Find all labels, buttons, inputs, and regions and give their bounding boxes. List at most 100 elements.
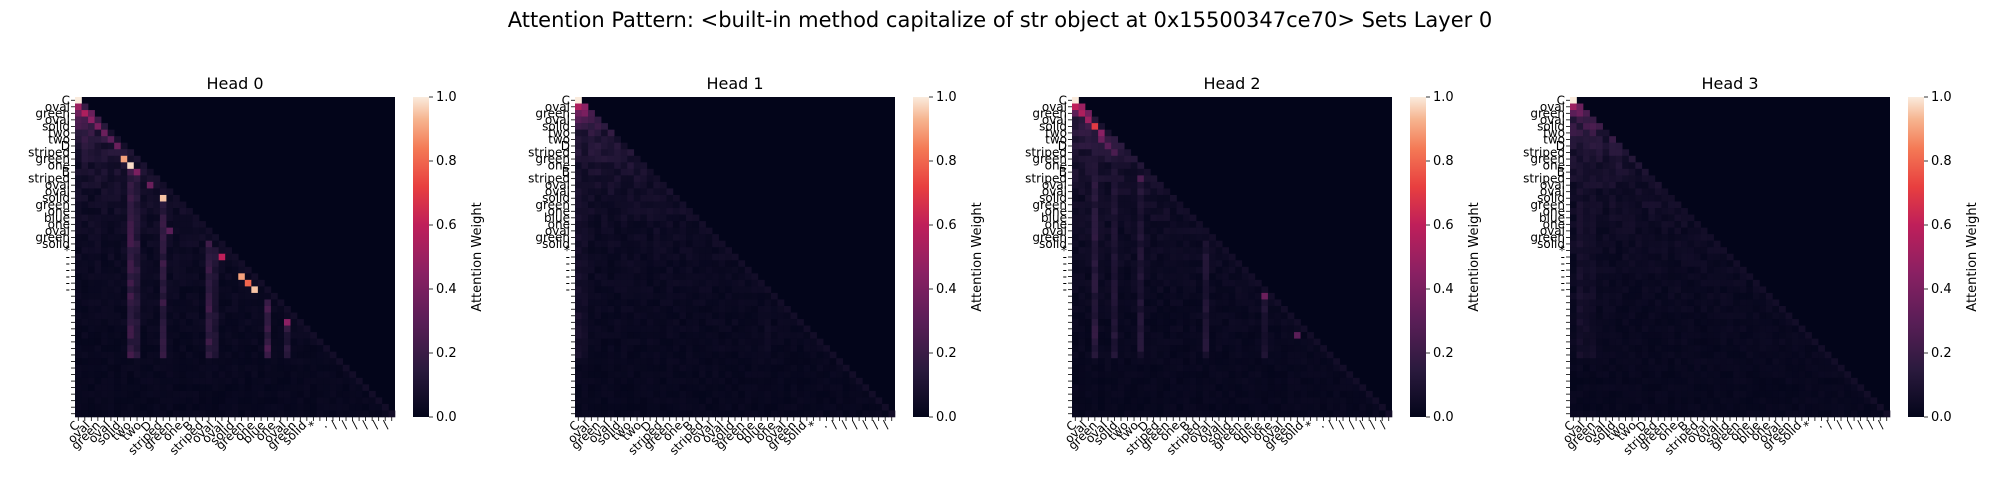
heatmap-cell xyxy=(607,208,615,215)
heatmap-cell xyxy=(692,240,700,248)
heatmap-cell xyxy=(107,214,115,222)
heatmap-cell xyxy=(1589,142,1597,150)
heatmap-cell xyxy=(640,221,648,228)
heatmap-cell xyxy=(1183,253,1190,261)
heatmap-cell xyxy=(1124,175,1132,183)
heatmap-cell xyxy=(1300,371,1308,379)
heatmap-cell xyxy=(244,312,252,320)
heatmap-cell xyxy=(1622,162,1630,170)
heatmap-cell xyxy=(1098,142,1105,150)
heatmap-cell xyxy=(146,332,154,339)
heatmap-cell xyxy=(159,397,167,405)
heatmap-cell xyxy=(1130,332,1138,339)
heatmap-cell xyxy=(101,214,108,222)
heatmap-cell xyxy=(1202,240,1210,248)
heatmap-cell xyxy=(94,116,102,124)
heatmap-cell xyxy=(627,201,635,209)
heatmap-cell xyxy=(1072,201,1079,209)
heatmap-cell xyxy=(316,403,324,411)
heatmap-cell xyxy=(1072,351,1079,359)
heatmap-cell xyxy=(1583,227,1590,235)
heatmap-cell xyxy=(1098,240,1105,248)
heatmap-cell xyxy=(575,155,582,163)
heatmap-cell xyxy=(1098,260,1105,268)
heatmap-cell xyxy=(738,312,746,320)
heatmap-cell xyxy=(1235,338,1243,346)
heatmap-cell xyxy=(1641,194,1649,202)
heatmap-cell xyxy=(607,181,615,189)
heatmap-cell xyxy=(212,286,219,294)
heatmap-cell xyxy=(75,384,82,392)
heatmap-cell xyxy=(1339,403,1347,411)
heatmap-cell xyxy=(212,390,219,398)
heatmap-cell xyxy=(238,351,246,359)
heatmap-cell xyxy=(1694,234,1701,241)
heatmap-cell xyxy=(140,351,148,359)
heatmap-cell xyxy=(1104,305,1112,313)
heatmap-cell xyxy=(1609,194,1617,202)
heatmap-cell xyxy=(75,279,82,287)
heatmap-cell xyxy=(640,384,648,392)
heatmap-cell xyxy=(588,194,595,202)
heatmap-cell xyxy=(225,312,233,320)
heatmap-cell xyxy=(303,377,311,385)
heatmap-cell xyxy=(1596,247,1603,255)
heatmap-cell xyxy=(199,260,206,268)
heatmap-cell xyxy=(212,397,219,405)
heatmap-cell xyxy=(1117,194,1125,202)
heatmap-cell xyxy=(666,227,674,235)
heatmap-cell xyxy=(1091,253,1099,261)
heatmap-cell xyxy=(1294,410,1301,418)
heatmap-cell xyxy=(310,384,317,392)
heatmap-cell xyxy=(1576,221,1584,228)
heatmap-cell xyxy=(107,240,115,248)
heatmap-cell xyxy=(620,338,628,346)
heatmap-cell xyxy=(323,377,330,385)
heatmap-cell xyxy=(1622,273,1630,281)
heatmap-cell xyxy=(679,305,687,313)
heatmap-cell xyxy=(686,266,693,274)
heatmap-cell xyxy=(1169,227,1177,235)
heatmap-cell xyxy=(88,181,95,189)
heatmap-cell xyxy=(1726,299,1734,307)
heatmap-cell xyxy=(1720,286,1728,294)
heatmap-cell xyxy=(1654,319,1662,326)
heatmap-cell xyxy=(633,279,641,287)
heatmap-cell xyxy=(127,194,135,202)
heatmap-cell xyxy=(1570,286,1577,294)
heatmap-cell xyxy=(1104,208,1112,215)
heatmap-cell xyxy=(1576,110,1584,117)
heatmap-cell xyxy=(1313,371,1321,379)
heatmap-cell xyxy=(601,240,608,248)
heatmap-cell xyxy=(1615,142,1623,150)
heatmap-cell xyxy=(1124,325,1132,333)
heatmap-cell xyxy=(1694,312,1701,320)
heatmap-cell xyxy=(1091,325,1099,333)
heatmap-cell xyxy=(1143,390,1151,398)
heatmap-cell xyxy=(1215,286,1223,294)
heatmap-cell xyxy=(1124,240,1132,248)
heatmap-cell xyxy=(1143,325,1151,333)
heatmap-cell xyxy=(1739,345,1747,352)
heatmap-cell xyxy=(686,410,693,418)
heatmap-cell xyxy=(679,279,687,287)
heatmap-cell xyxy=(81,194,89,202)
heatmap-cell xyxy=(1570,188,1577,196)
heatmap-cell xyxy=(140,175,148,183)
heatmap-cell xyxy=(744,377,752,385)
heatmap-cell xyxy=(757,371,765,379)
heatmap-cell xyxy=(88,155,95,163)
heatmap-cell xyxy=(1752,332,1760,339)
heatmap-cell xyxy=(146,181,154,189)
heatmap-cell xyxy=(270,292,278,300)
heatmap-cell xyxy=(1248,332,1256,339)
heatmap-cell xyxy=(368,403,376,411)
heatmap-cell xyxy=(1261,364,1269,372)
heatmap-cell xyxy=(1124,286,1132,294)
heatmap-cell xyxy=(1326,377,1334,385)
heatmap-cell xyxy=(588,221,595,228)
heatmap-cell xyxy=(1202,384,1210,392)
heatmap-cell xyxy=(1124,410,1132,418)
heatmap-cell xyxy=(757,403,765,411)
heatmap-cell xyxy=(646,253,654,261)
